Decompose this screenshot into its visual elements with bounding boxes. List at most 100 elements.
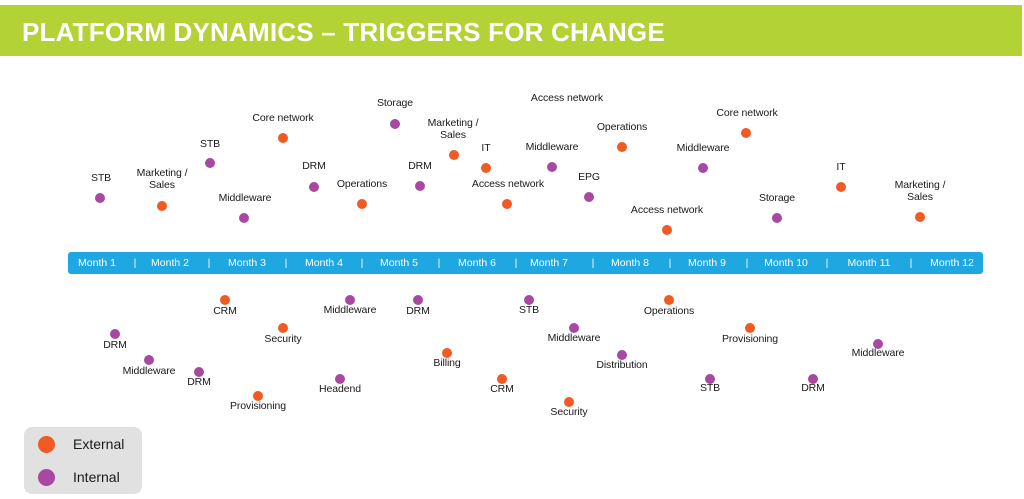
trigger-label-middleware: Middleware — [851, 347, 905, 359]
month-label: Month 9 — [688, 257, 726, 269]
trigger-external-marker — [497, 374, 507, 384]
trigger-external-marker — [253, 391, 263, 401]
trigger-label-drm: DRM — [408, 160, 432, 172]
trigger-label-distribution: Distribution — [596, 359, 648, 371]
legend-external-label: External — [73, 436, 125, 452]
trigger-label-stb: STB — [90, 172, 112, 184]
month-label: Month 12 — [930, 257, 974, 269]
trigger-external-marker — [502, 199, 512, 209]
trigger-label-crm: CRM — [213, 305, 237, 317]
legend-internal-marker — [38, 469, 55, 486]
trigger-label-drm: DRM — [103, 339, 127, 351]
trigger-internal-marker — [772, 213, 782, 223]
trigger-internal-marker — [309, 182, 319, 192]
trigger-internal-marker — [584, 192, 594, 202]
legend-internal-label: Internal — [73, 469, 120, 485]
trigger-internal-marker — [705, 374, 715, 384]
month-separator: | — [514, 257, 518, 269]
month-separator: | — [745, 257, 749, 269]
trigger-label-storage: Storage — [376, 97, 414, 109]
legend-external-marker — [38, 436, 55, 453]
trigger-external-marker — [745, 323, 755, 333]
trigger-label-middleware: Middleware — [323, 304, 377, 316]
trigger-label-operations: Operations — [596, 121, 648, 133]
trigger-internal-marker — [335, 374, 345, 384]
trigger-internal-marker — [524, 295, 534, 305]
trigger-label-drm: DRM — [302, 160, 326, 172]
month-label: Month 5 — [380, 257, 418, 269]
trigger-label-marketing-sales: Marketing / Sales — [136, 167, 188, 191]
trigger-internal-marker — [415, 181, 425, 191]
month-label: Month 8 — [611, 257, 649, 269]
month-separator: | — [360, 257, 364, 269]
month-label: Month 10 — [764, 257, 808, 269]
trigger-external-marker — [741, 128, 751, 138]
trigger-external-marker — [157, 201, 167, 211]
trigger-label-marketing-sales: Marketing / Sales — [427, 117, 479, 141]
trigger-label-middleware: Middleware — [218, 192, 272, 204]
trigger-internal-marker — [110, 329, 120, 339]
month-separator: | — [668, 257, 672, 269]
trigger-label-headend: Headend — [319, 383, 361, 395]
month-separator: | — [207, 257, 211, 269]
trigger-label-provisioning: Provisioning — [722, 333, 778, 345]
trigger-label-billing: Billing — [433, 357, 461, 369]
month-separator: | — [591, 257, 595, 269]
trigger-label-security: Security — [550, 406, 588, 418]
trigger-label-stb: STB — [518, 304, 540, 316]
trigger-internal-marker — [413, 295, 423, 305]
trigger-label-middleware: Middleware — [122, 365, 176, 377]
trigger-external-marker — [442, 348, 452, 358]
trigger-external-marker — [836, 182, 846, 192]
trigger-label-middleware: Middleware — [547, 332, 601, 344]
trigger-internal-marker — [390, 119, 400, 129]
trigger-label-crm: CRM — [490, 383, 514, 395]
trigger-internal-marker — [239, 213, 249, 223]
trigger-external-marker — [357, 199, 367, 209]
trigger-label-security: Security — [264, 333, 302, 345]
trigger-internal-marker — [617, 350, 627, 360]
trigger-label-core-network: Core network — [716, 107, 778, 119]
trigger-label-marketing-sales: Marketing / Sales — [894, 179, 946, 203]
month-label: Month 1 — [78, 257, 116, 269]
trigger-internal-marker — [547, 162, 557, 172]
trigger-external-marker — [617, 142, 627, 152]
trigger-internal-marker — [569, 323, 579, 333]
trigger-internal-marker — [698, 163, 708, 173]
trigger-label-storage: Storage — [758, 192, 796, 204]
trigger-label-access-network: Access network — [530, 92, 604, 104]
trigger-label-it: IT — [836, 161, 846, 173]
trigger-internal-marker — [95, 193, 105, 203]
month-separator: | — [133, 257, 137, 269]
trigger-label-drm: DRM — [187, 376, 211, 388]
trigger-internal-marker — [808, 374, 818, 384]
legend: External Internal — [24, 427, 142, 494]
trigger-internal-marker — [205, 158, 215, 168]
month-separator: | — [909, 257, 913, 269]
month-label: Month 7 — [530, 257, 568, 269]
trigger-label-provisioning: Provisioning — [230, 400, 286, 412]
trigger-label-middleware: Middleware — [676, 142, 730, 154]
month-label: Month 2 — [151, 257, 189, 269]
trigger-label-it: IT — [481, 142, 491, 154]
trigger-external-marker — [220, 295, 230, 305]
trigger-internal-marker — [345, 295, 355, 305]
trigger-internal-marker — [194, 367, 204, 377]
trigger-label-operations: Operations — [643, 305, 695, 317]
trigger-label-drm: DRM — [801, 382, 825, 394]
page-title: PLATFORM DYNAMICS – TRIGGERS FOR CHANGE — [22, 17, 665, 47]
trigger-label-access-network: Access network — [630, 204, 704, 216]
trigger-external-marker — [662, 225, 672, 235]
month-separator: | — [284, 257, 288, 269]
month-timeline: Month 1 Month 2 Month 3 Month 4 Month 5 Month… — [68, 252, 983, 274]
trigger-external-marker — [564, 397, 574, 407]
trigger-internal-marker — [144, 355, 154, 365]
trigger-external-marker — [449, 150, 459, 160]
trigger-label-operations: Operations — [336, 178, 388, 190]
month-label: Month 11 — [847, 257, 891, 269]
trigger-label-core-network: Core network — [252, 112, 314, 124]
trigger-label-middleware: Middleware — [525, 141, 579, 153]
trigger-label-epg: EPG — [578, 171, 600, 183]
trigger-external-marker — [915, 212, 925, 222]
trigger-external-marker — [278, 323, 288, 333]
